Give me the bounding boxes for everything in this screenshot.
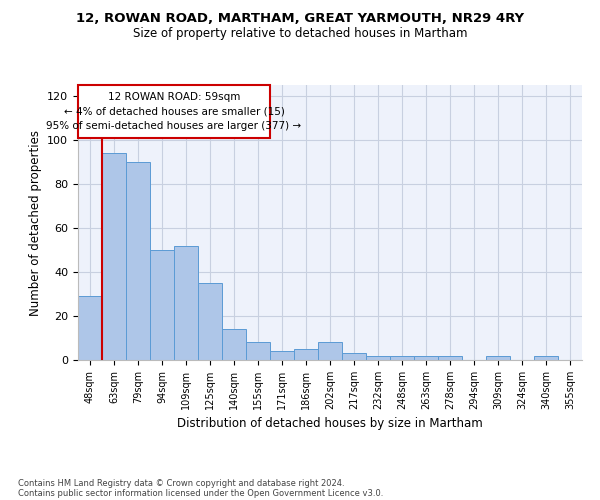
Bar [198, 283, 222, 360]
Bar [318, 342, 342, 360]
Text: 12, ROWAN ROAD, MARTHAM, GREAT YARMOUTH, NR29 4RY: 12, ROWAN ROAD, MARTHAM, GREAT YARMOUTH,… [76, 12, 524, 26]
Text: 12 ROWAN ROAD: 59sqm: 12 ROWAN ROAD: 59sqm [108, 92, 240, 102]
Bar [78, 296, 102, 360]
FancyBboxPatch shape [78, 85, 270, 138]
Bar [102, 153, 126, 360]
X-axis label: Distribution of detached houses by size in Martham: Distribution of detached houses by size … [177, 418, 483, 430]
Bar [438, 356, 462, 360]
Bar [534, 356, 558, 360]
Text: Size of property relative to detached houses in Martham: Size of property relative to detached ho… [133, 28, 467, 40]
Bar [390, 356, 414, 360]
Bar [270, 351, 294, 360]
Bar [246, 342, 270, 360]
Bar [222, 329, 246, 360]
Bar [126, 162, 150, 360]
Y-axis label: Number of detached properties: Number of detached properties [29, 130, 41, 316]
Text: 95% of semi-detached houses are larger (377) →: 95% of semi-detached houses are larger (… [46, 121, 302, 131]
Bar [294, 349, 318, 360]
Text: ← 4% of detached houses are smaller (15): ← 4% of detached houses are smaller (15) [64, 106, 284, 117]
Text: Contains public sector information licensed under the Open Government Licence v3: Contains public sector information licen… [18, 488, 383, 498]
Text: Contains HM Land Registry data © Crown copyright and database right 2024.: Contains HM Land Registry data © Crown c… [18, 478, 344, 488]
Bar [366, 356, 390, 360]
Bar [486, 356, 510, 360]
Bar [174, 246, 198, 360]
Bar [342, 354, 366, 360]
Bar [150, 250, 174, 360]
Bar [414, 356, 438, 360]
